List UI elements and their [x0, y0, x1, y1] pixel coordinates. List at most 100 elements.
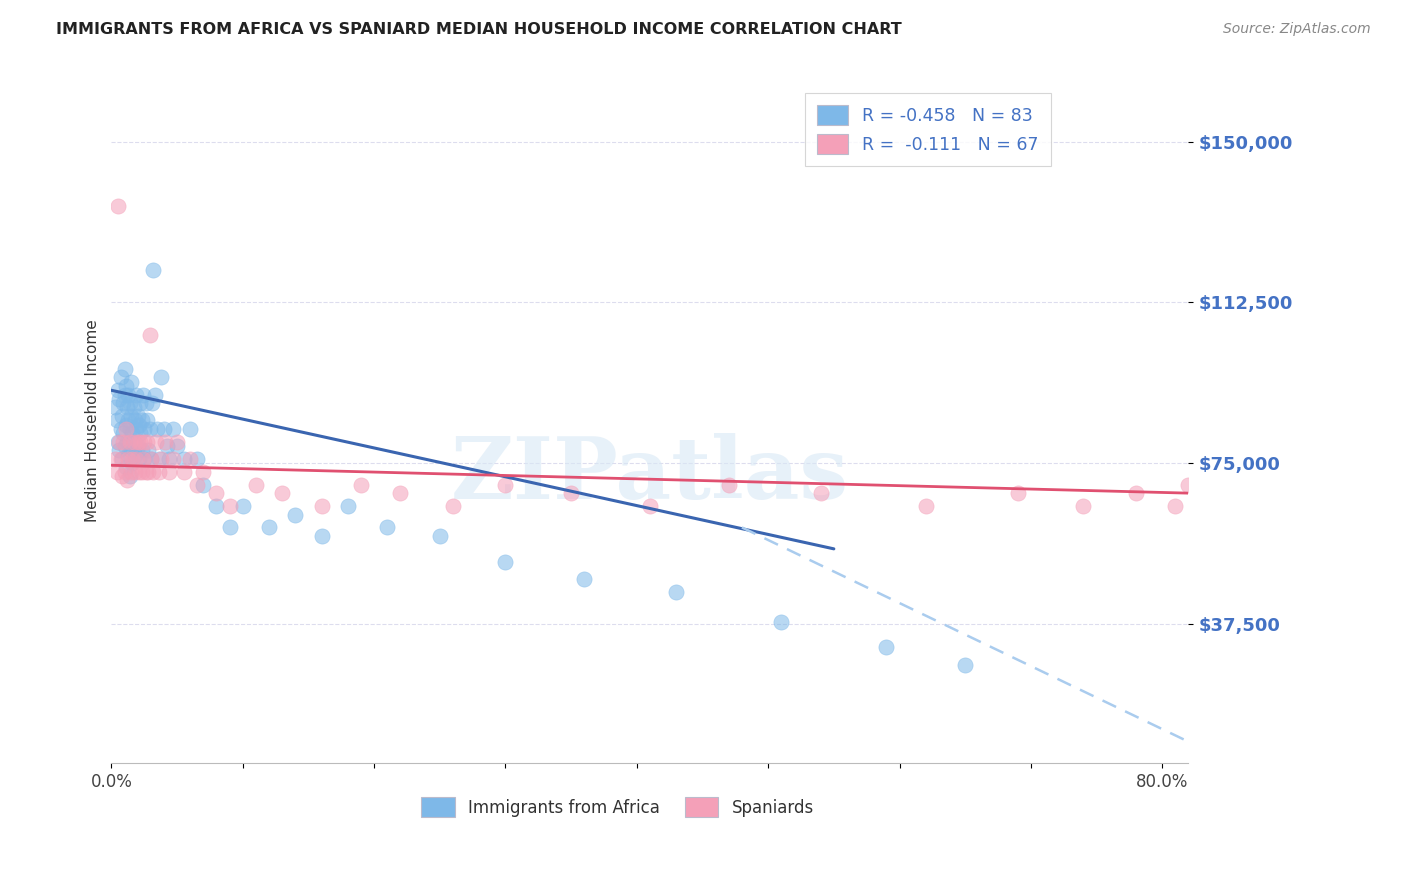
Point [134, 434, 156, 449]
Point [128, 465, 150, 479]
Point [1191, 499, 1213, 513]
Point [205, 486, 228, 500]
Point [107, 199, 129, 213]
Point [115, 434, 138, 449]
Point [155, 434, 177, 449]
Point [166, 434, 188, 449]
Point [117, 448, 139, 462]
Point [146, 422, 169, 436]
Point [110, 370, 132, 384]
Point [1256, 486, 1278, 500]
Point [1073, 499, 1095, 513]
Point [145, 434, 167, 449]
Point [875, 640, 897, 655]
Text: ZIPatlas: ZIPatlas [451, 434, 849, 517]
Point [122, 434, 145, 449]
Point [1204, 486, 1226, 500]
Point [134, 422, 156, 436]
Point [574, 572, 596, 586]
Point [127, 439, 149, 453]
Point [142, 465, 165, 479]
Point [1216, 499, 1239, 513]
Point [117, 413, 139, 427]
Point [105, 413, 128, 427]
Point [136, 465, 159, 479]
Point [134, 451, 156, 466]
Point [121, 456, 143, 470]
Point [166, 439, 188, 453]
Point [245, 477, 267, 491]
Point [114, 439, 136, 453]
Point [153, 422, 176, 436]
Point [1230, 606, 1253, 620]
Point [118, 422, 141, 436]
Point [1263, 606, 1285, 620]
Point [1125, 486, 1147, 500]
Point [389, 486, 412, 500]
Point [429, 529, 451, 543]
Point [110, 451, 132, 466]
Point [105, 465, 128, 479]
Point [136, 443, 159, 458]
Point [218, 499, 240, 513]
Point [115, 417, 138, 432]
Point [132, 387, 155, 401]
Point [131, 443, 153, 458]
Point [232, 499, 254, 513]
Point [104, 451, 127, 466]
Point [135, 465, 157, 479]
Point [124, 413, 146, 427]
Point [111, 451, 134, 466]
Point [115, 460, 138, 475]
Point [124, 448, 146, 462]
Point [717, 477, 740, 491]
Point [1177, 477, 1199, 491]
Point [104, 401, 127, 415]
Point [135, 396, 157, 410]
Point [135, 413, 157, 427]
Point [150, 451, 173, 466]
Point [114, 387, 136, 401]
Point [117, 451, 139, 466]
Point [114, 465, 136, 479]
Point [120, 409, 142, 423]
Point [186, 477, 208, 491]
Point [129, 426, 152, 441]
Point [114, 362, 136, 376]
Point [107, 384, 129, 398]
Point [1250, 499, 1272, 513]
Point [157, 465, 180, 479]
Point [108, 434, 131, 449]
Point [115, 401, 138, 415]
Point [124, 465, 146, 479]
Point [173, 465, 195, 479]
Point [131, 413, 153, 427]
Point [128, 451, 150, 466]
Y-axis label: Median Household Income: Median Household Income [86, 319, 100, 522]
Point [118, 396, 141, 410]
Point [150, 370, 173, 384]
Point [117, 387, 139, 401]
Point [129, 434, 152, 449]
Point [186, 451, 208, 466]
Point [122, 434, 145, 449]
Point [108, 392, 131, 406]
Point [128, 417, 150, 432]
Point [132, 451, 155, 466]
Point [131, 465, 153, 479]
Point [560, 486, 582, 500]
Point [125, 387, 148, 401]
Point [138, 327, 160, 342]
Point [108, 443, 131, 458]
Point [127, 409, 149, 423]
Point [193, 465, 215, 479]
Point [135, 434, 157, 449]
Point [121, 451, 143, 466]
Point [115, 473, 138, 487]
Point [155, 439, 177, 453]
Point [218, 520, 240, 534]
Point [148, 451, 170, 466]
Point [142, 263, 165, 277]
Point [125, 451, 148, 466]
Point [129, 396, 152, 410]
